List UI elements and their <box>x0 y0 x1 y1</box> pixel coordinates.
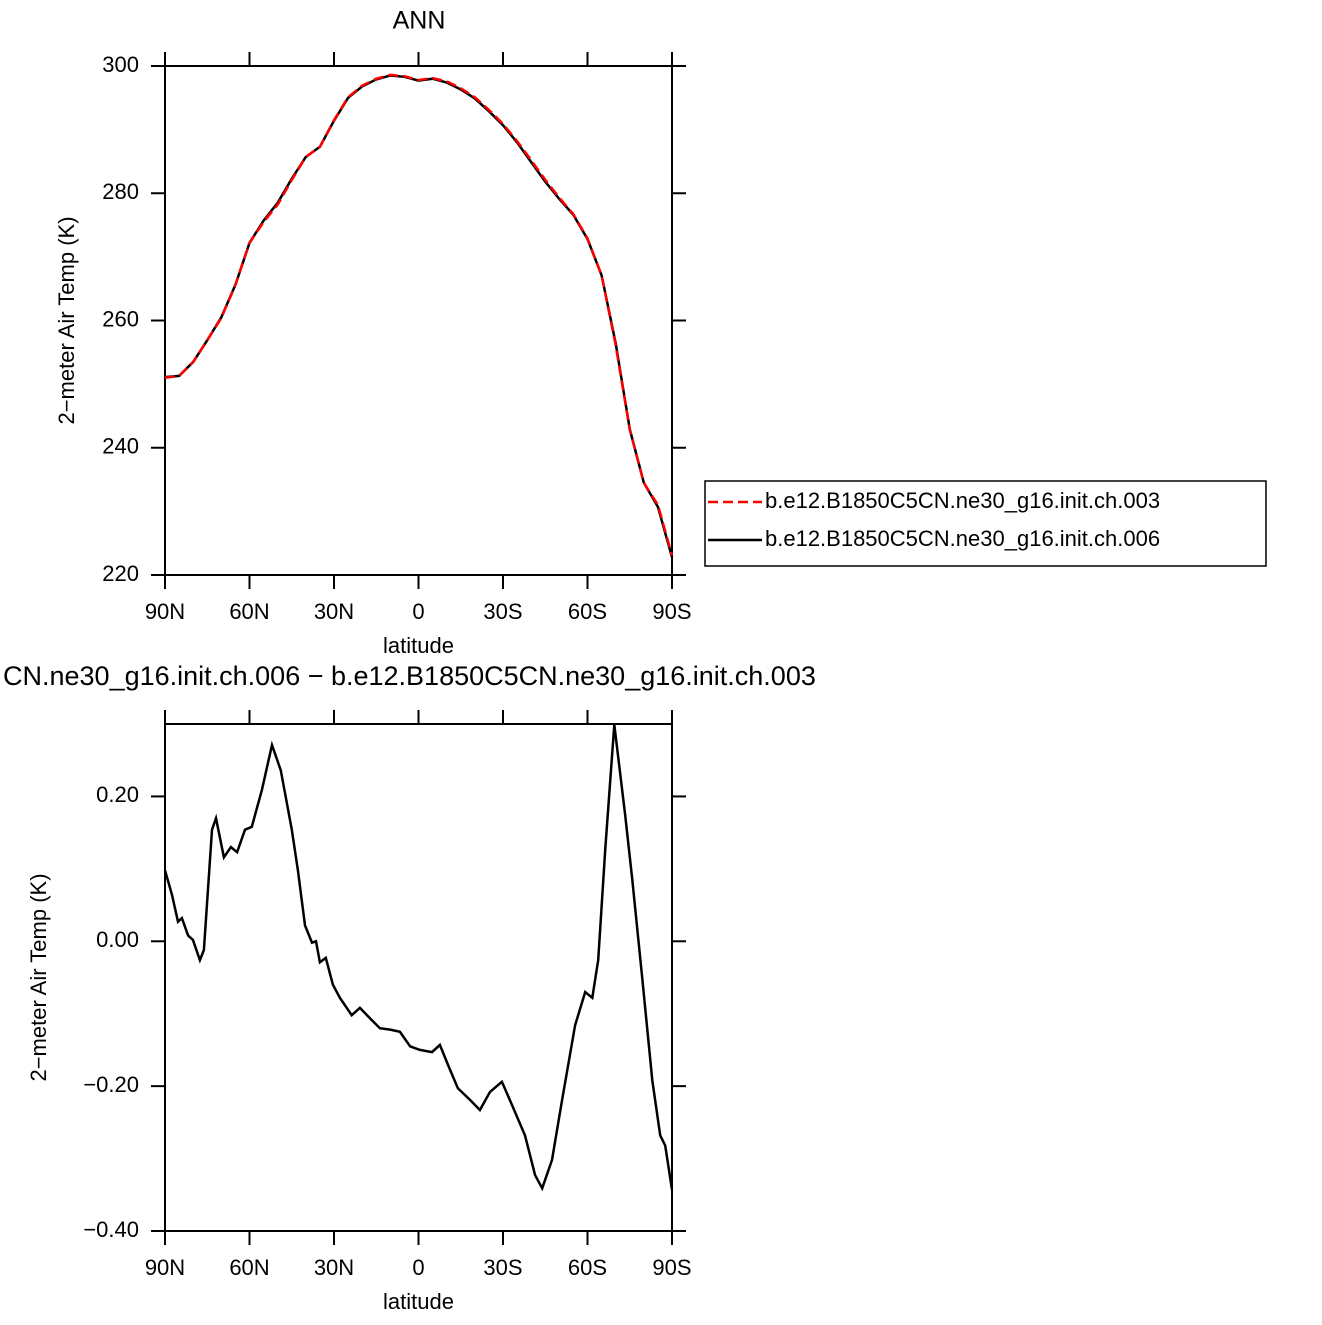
y-tick-label: −0.40 <box>83 1217 139 1242</box>
data-line <box>163 724 674 1192</box>
data-line <box>164 74 674 558</box>
x-tick-label: 60S <box>568 599 607 624</box>
x-tick-label: 30S <box>483 1255 522 1280</box>
x-tick-label: 0 <box>412 599 424 624</box>
chart-title: CN.ne30_g16.init.ch.006 − b.e12.B1850C5C… <box>3 661 816 691</box>
x-tick-label: 30S <box>483 599 522 624</box>
y-axis-label: 2−meter Air Temp (K) <box>26 873 51 1081</box>
y-tick-label: 0.00 <box>96 927 139 952</box>
x-tick-label: 90N <box>145 1255 185 1280</box>
x-tick-label: 60N <box>229 1255 269 1280</box>
y-tick-label: 260 <box>102 306 139 331</box>
legend-box <box>704 480 1267 567</box>
x-axis-label: latitude <box>383 1289 454 1314</box>
x-tick-label: 90S <box>652 599 691 624</box>
x-tick-label: 0 <box>412 1255 424 1280</box>
x-tick-label: 90S <box>652 1255 691 1280</box>
data-line <box>164 73 674 556</box>
legend-label: b.e12.B1850C5CN.ne30_g16.init.ch.003 <box>765 488 1160 513</box>
x-tick-label: 90N <box>145 599 185 624</box>
x-tick-label: 60N <box>229 599 269 624</box>
y-tick-label: 280 <box>102 179 139 204</box>
x-tick-label: 30N <box>314 599 354 624</box>
chart-title: ANN <box>393 7 446 35</box>
plot-frame <box>164 723 673 1232</box>
x-tick-label: 30N <box>314 1255 354 1280</box>
y-tick-label: 240 <box>102 434 139 459</box>
y-tick-label: −0.20 <box>83 1072 139 1097</box>
legend-label: b.e12.B1850C5CN.ne30_g16.init.ch.006 <box>765 526 1160 551</box>
plot-frame <box>164 65 673 576</box>
y-tick-label: 220 <box>102 561 139 586</box>
y-axis-label: 2−meter Air Temp (K) <box>54 216 79 424</box>
y-tick-label: 300 <box>102 52 139 77</box>
y-tick-label: 0.20 <box>96 782 139 807</box>
x-axis-label: latitude <box>383 633 454 658</box>
x-tick-label: 60S <box>568 1255 607 1280</box>
